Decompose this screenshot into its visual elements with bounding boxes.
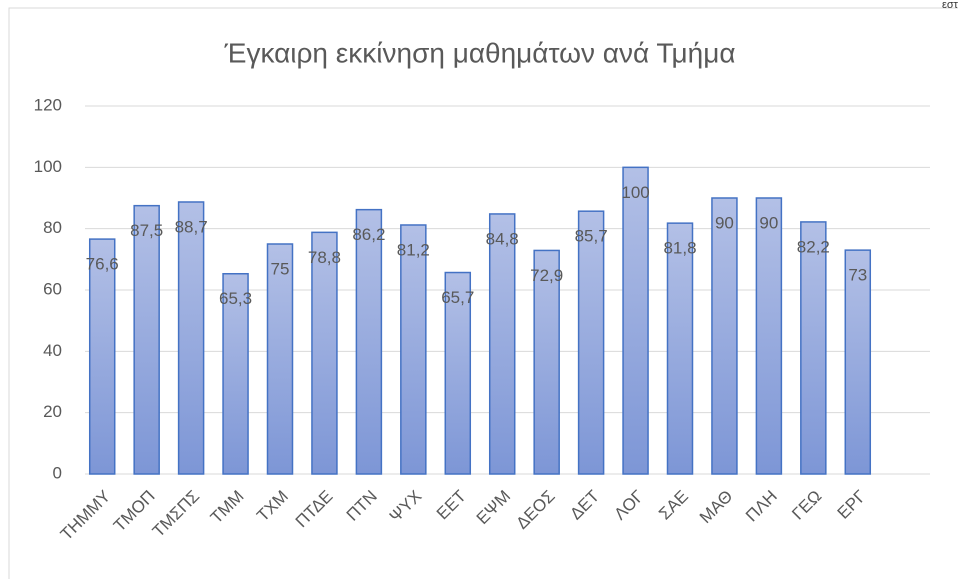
data-label: 76,6 xyxy=(86,255,119,274)
x-tick-label: ΛΟΓ xyxy=(610,487,647,524)
data-label: 72,9 xyxy=(530,266,563,285)
x-tick-label: ΤΜΣΠΣ xyxy=(149,487,203,541)
y-tick-label: 20 xyxy=(43,402,62,421)
x-tick-label: ΔΕΤ xyxy=(566,487,603,524)
bar xyxy=(622,166,649,475)
data-label: 84,8 xyxy=(486,229,519,248)
bar xyxy=(355,208,383,475)
x-tick-label: ΕΡΓ xyxy=(834,487,870,523)
x-tick-label: ΣΑΕ xyxy=(655,487,692,524)
data-label: 85,7 xyxy=(575,227,608,246)
bar xyxy=(133,204,160,475)
y-tick-label: 0 xyxy=(53,463,62,482)
data-label: 75 xyxy=(271,259,290,278)
x-tick-label: ΓΕΩ xyxy=(788,487,825,524)
data-label: 78,8 xyxy=(308,248,341,267)
chart-title: Έγκαιρη εκκίνηση μαθημάτων ανά Τμήμα xyxy=(223,37,735,68)
y-tick-label: 80 xyxy=(43,218,62,237)
bar xyxy=(444,271,472,475)
bar xyxy=(311,231,338,475)
x-tick-label: ΜΑΘ xyxy=(696,487,737,528)
data-label: 90 xyxy=(759,213,778,232)
x-tick-label: ΕΨΜ xyxy=(473,487,515,529)
bar xyxy=(711,197,738,475)
y-tick-label: 120 xyxy=(34,95,62,114)
x-tick-label: ΤΧΜ xyxy=(253,487,292,526)
bar xyxy=(533,249,560,475)
bar xyxy=(666,222,694,475)
data-label: 82,2 xyxy=(797,237,830,256)
bar xyxy=(577,210,605,475)
data-label: 100 xyxy=(621,183,649,202)
data-label: 81,2 xyxy=(397,240,430,259)
data-label: 90 xyxy=(715,213,734,232)
data-label: 86,2 xyxy=(352,225,385,244)
bar xyxy=(488,213,516,475)
bar xyxy=(88,238,116,475)
corner-text: εστ xyxy=(942,0,958,11)
y-tick-label: 100 xyxy=(34,157,62,176)
bar xyxy=(844,249,872,475)
data-label: 65,3 xyxy=(219,289,252,308)
data-label: 88,7 xyxy=(175,217,208,236)
bar xyxy=(222,272,249,475)
bar xyxy=(266,243,294,475)
x-tick-label: ΔΕΟΣ xyxy=(512,487,558,533)
bar xyxy=(800,221,827,475)
bar xyxy=(755,197,783,475)
x-tick-label: ΠΤΝ xyxy=(343,487,381,525)
x-tick-label: ΠΤΔΕ xyxy=(292,487,337,532)
y-tick-label: 60 xyxy=(43,279,62,298)
x-tick-label: ΤΜΜ xyxy=(207,487,248,528)
bar xyxy=(177,201,205,475)
x-tick-label: ΕΕΤ xyxy=(433,487,470,524)
data-label: 81,8 xyxy=(663,239,696,258)
data-label: 65,7 xyxy=(441,288,474,307)
x-tick-label: ΠΛΗ xyxy=(742,487,781,526)
x-tick-label: ΤΗΜΜΥ xyxy=(57,487,115,545)
y-tick-label: 40 xyxy=(43,341,62,360)
data-label: 73 xyxy=(848,266,867,285)
chart-frame xyxy=(8,7,958,584)
bar xyxy=(400,224,427,475)
x-tick-label: ΨΥΧ xyxy=(386,487,426,527)
data-label: 87,5 xyxy=(130,221,163,240)
